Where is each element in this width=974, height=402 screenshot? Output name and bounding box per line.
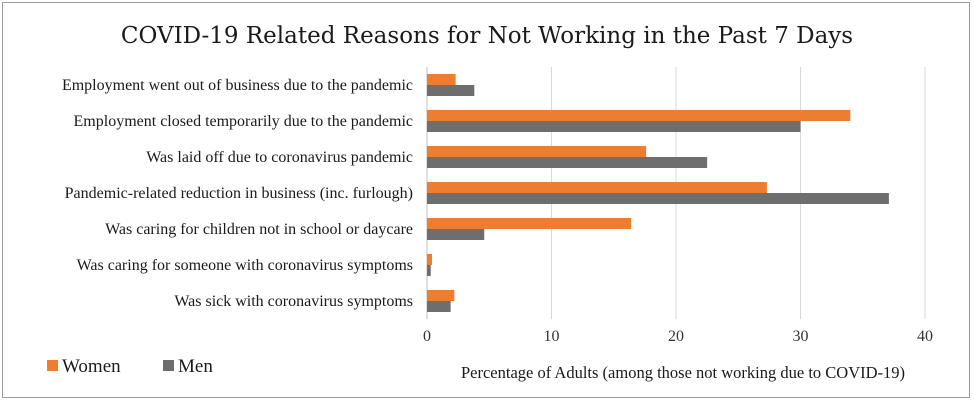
bar-women-6 [427, 290, 455, 301]
bar-chart: COVID-19 Related Reasons for Not Working… [47, 23, 933, 382]
category-label: Was caring for someone with coronavirus … [77, 257, 413, 274]
legend-label-women: Women [62, 356, 121, 377]
bar-men-4 [427, 229, 485, 240]
bar-men-6 [427, 301, 451, 312]
bar-women-5 [427, 254, 432, 265]
legend: Women Men [47, 356, 213, 377]
bar-women-2 [427, 146, 647, 157]
legend-swatch-men [163, 360, 174, 371]
chart-frame: COVID-19 Related Reasons for Not Working… [2, 2, 970, 398]
category-label: Employment went out of business due to t… [62, 77, 413, 94]
category-label: Was laid off due to coronavirus pandemic [146, 149, 413, 166]
bar-women-1 [427, 110, 851, 121]
legend-label-men: Men [178, 356, 213, 377]
bar-men-0 [427, 85, 475, 96]
category-label: Employment closed temporarily due to the… [74, 113, 413, 130]
bar-women-3 [427, 182, 767, 193]
bar-men-2 [427, 157, 708, 168]
bar-men-5 [427, 265, 431, 276]
x-tick-label: 20 [668, 328, 684, 345]
x-tick-label: 10 [544, 328, 560, 345]
chart-title: COVID-19 Related Reasons for Not Working… [121, 23, 853, 49]
bar-women-0 [427, 74, 456, 85]
x-tick-labels: 0 10 20 30 40 [423, 328, 933, 345]
bar-men-3 [427, 193, 889, 204]
category-labels: Employment went out of business due to t… [62, 77, 413, 310]
legend-swatch-women [47, 360, 58, 371]
category-label: Was caring for children not in school or… [105, 221, 413, 238]
x-tick-label: 0 [423, 328, 431, 345]
bars [427, 74, 889, 312]
bar-men-1 [427, 121, 801, 132]
category-label: Was sick with coronavirus symptoms [174, 293, 413, 310]
bar-women-4 [427, 218, 632, 229]
x-tick-label: 40 [917, 328, 933, 345]
category-label: Pandemic-related reduction in business (… [65, 185, 413, 202]
x-axis-label: Percentage of Adults (among those not wo… [461, 363, 905, 382]
x-tick-label: 30 [793, 328, 809, 345]
